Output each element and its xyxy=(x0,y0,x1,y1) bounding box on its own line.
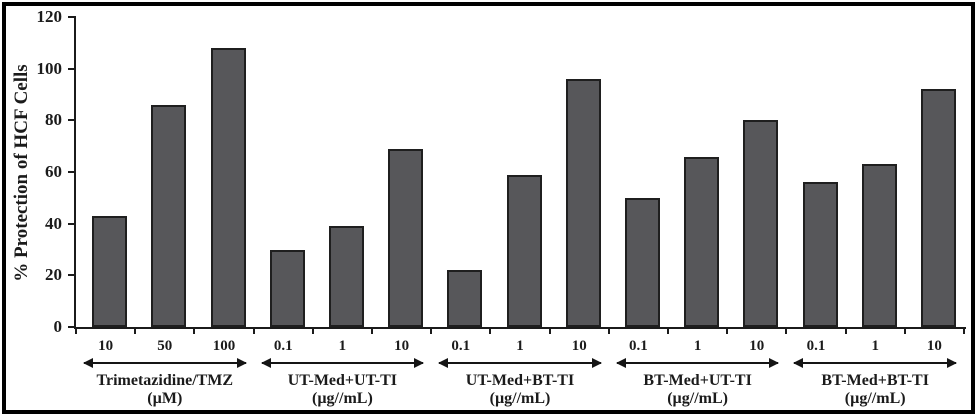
group-name-label: BT-Med+BT-TI xyxy=(821,372,929,389)
group-range-arrow xyxy=(260,358,424,368)
x-tick-mark xyxy=(607,327,610,334)
x-tick-mark xyxy=(785,327,788,334)
x-tick-label: 10 xyxy=(749,338,765,354)
y-tick-mark xyxy=(68,119,76,122)
group-name-label: Trimetazidine/TMZ xyxy=(96,372,234,389)
group-name-label: UT-Med+UT-TI xyxy=(287,372,398,389)
x-tick-mark xyxy=(903,327,906,334)
bar xyxy=(743,120,779,327)
x-tick-mark xyxy=(489,327,492,334)
bar xyxy=(684,156,720,327)
y-tick-label: 100 xyxy=(36,58,63,78)
bar xyxy=(269,249,305,327)
group-name-label: UT-Med+BT-TI xyxy=(465,372,575,389)
y-tick-label: 20 xyxy=(45,265,62,285)
x-tick-label: 1 xyxy=(516,338,524,354)
x-tick-label: 0.1 xyxy=(273,338,293,354)
y-tick-mark xyxy=(68,67,76,70)
y-axis-line xyxy=(74,17,76,329)
x-tick-mark xyxy=(371,327,373,334)
y-tick-label: 60 xyxy=(45,162,62,182)
x-tick-mark xyxy=(844,327,847,334)
y-tick-label: 40 xyxy=(45,213,62,233)
x-tick-mark xyxy=(667,327,669,334)
y-tick-mark xyxy=(68,222,76,225)
bar xyxy=(210,48,246,327)
bar xyxy=(624,197,660,327)
y-tick-mark xyxy=(68,171,76,173)
bar xyxy=(861,164,897,327)
x-tick-label: 0.1 xyxy=(806,338,826,354)
x-tick-label: 50 xyxy=(157,338,173,354)
y-tick-label: 120 xyxy=(36,7,63,27)
bar xyxy=(565,79,601,327)
group-range-arrow xyxy=(438,358,602,368)
group-range-arrow xyxy=(793,358,957,368)
bar xyxy=(151,104,187,327)
group-unit-label: (µg//mL) xyxy=(489,390,551,407)
x-tick-label: 10 xyxy=(394,338,410,354)
x-tick-mark xyxy=(726,327,729,334)
group-unit-label: (µg//mL) xyxy=(667,390,728,407)
x-tick-mark xyxy=(134,327,137,334)
x-tick-label: 10 xyxy=(571,338,587,354)
group-range-arrow xyxy=(83,358,247,368)
bar xyxy=(388,148,424,327)
y-tick-label: 80 xyxy=(45,110,62,130)
x-tick-label: 0.1 xyxy=(629,338,648,354)
x-tick-label: 0.1 xyxy=(451,338,471,354)
bar xyxy=(506,174,542,327)
bar xyxy=(920,89,956,327)
x-tick-label: 1 xyxy=(871,338,879,354)
x-tick-mark xyxy=(75,327,77,334)
x-tick-label: 1 xyxy=(338,338,347,354)
y-tick-mark xyxy=(68,274,76,277)
x-axis-line xyxy=(74,327,966,329)
bar xyxy=(92,215,128,327)
bar xyxy=(802,182,838,327)
bar xyxy=(328,226,364,327)
group-unit-label: (µM) xyxy=(147,390,183,407)
x-tick-label: 10 xyxy=(926,338,942,354)
x-tick-mark xyxy=(548,327,551,334)
x-tick-label: 100 xyxy=(212,338,236,354)
bar xyxy=(447,270,483,327)
group-unit-label: (µg//mL) xyxy=(312,390,373,407)
group-unit-label: (µg//mL) xyxy=(844,390,906,407)
y-tick-mark xyxy=(68,326,76,328)
x-tick-mark xyxy=(311,327,314,334)
group-range-arrow xyxy=(615,358,779,368)
x-tick-mark xyxy=(252,327,255,334)
y-tick-label: 0 xyxy=(53,317,63,337)
x-tick-mark xyxy=(430,327,433,334)
group-name-label: BT-Med+UT-TI xyxy=(643,372,752,389)
x-tick-label: 1 xyxy=(693,338,702,354)
x-tick-label: 10 xyxy=(98,338,114,354)
x-tick-mark xyxy=(193,327,196,334)
y-tick-mark xyxy=(68,16,76,18)
x-tick-mark xyxy=(963,327,965,334)
